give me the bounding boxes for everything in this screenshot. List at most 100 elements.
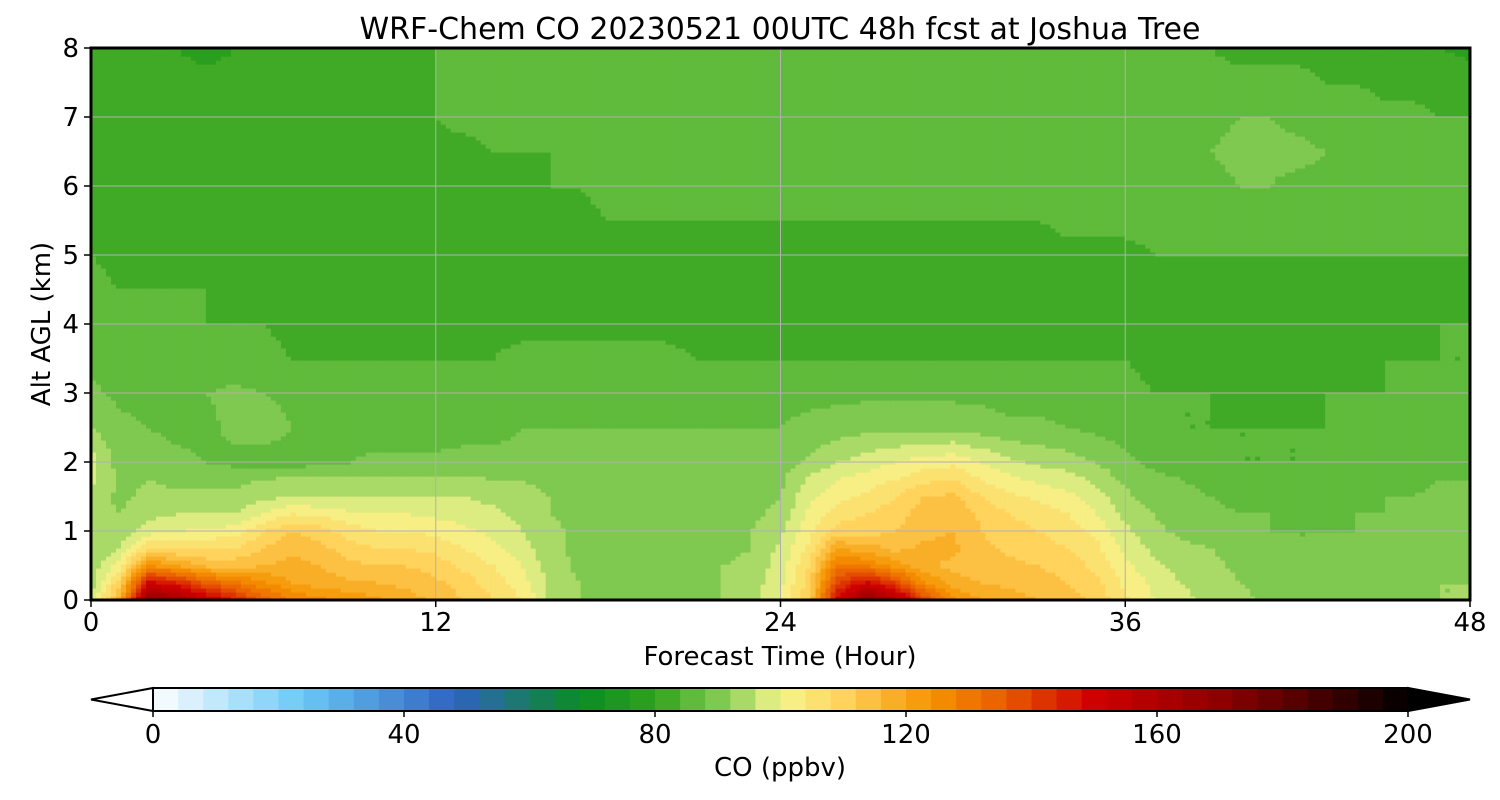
field-cell [316, 588, 322, 593]
field-cell [1380, 588, 1386, 593]
field-cell [751, 584, 757, 589]
field-cell [416, 584, 422, 589]
field-cell [1085, 584, 1091, 589]
field-cell [1070, 592, 1076, 597]
field-cell [1160, 592, 1166, 597]
field-cell [1320, 588, 1326, 593]
field-cell [915, 588, 921, 593]
field-cell [850, 584, 856, 589]
field-cell [1265, 592, 1271, 597]
field-cell [691, 584, 697, 589]
field-cell [116, 580, 122, 585]
field-cell [391, 588, 397, 593]
field-cell [1200, 584, 1206, 589]
field-cell [1275, 592, 1281, 597]
field-cell [721, 588, 727, 593]
field-cell [920, 592, 926, 597]
field-cell [960, 588, 966, 593]
field-cell [131, 584, 137, 589]
field-cell [211, 584, 217, 589]
field-cell [206, 588, 212, 593]
field-cell [686, 588, 692, 593]
field-cell [746, 584, 752, 589]
field-cell [531, 588, 537, 593]
field-cell [266, 584, 272, 589]
field-cell [1405, 584, 1411, 589]
field-cell [346, 592, 352, 597]
field-cell [1140, 588, 1146, 593]
field-cell [571, 592, 577, 597]
field-cell [985, 584, 991, 589]
field-cell [1375, 588, 1381, 593]
field-cell [131, 592, 137, 597]
field-cell [676, 592, 682, 597]
field-cell [1310, 588, 1316, 593]
field-cell [426, 592, 432, 597]
field-cell [1325, 588, 1331, 593]
field-cell [696, 592, 702, 597]
field-cell [571, 588, 577, 593]
field-cell [995, 592, 1001, 597]
field-cell [1335, 588, 1341, 593]
field-cell [506, 584, 512, 589]
field-cell [671, 592, 677, 597]
field-cell [965, 588, 971, 593]
field-cell [506, 588, 512, 593]
field-cell [1165, 588, 1171, 593]
field-cell [141, 588, 147, 593]
field-cell [481, 588, 487, 593]
field-cell [471, 584, 477, 589]
field-cell [186, 592, 192, 597]
field-cell [1055, 592, 1061, 597]
field-cell [1310, 592, 1316, 597]
field-cell [606, 584, 612, 589]
field-cell [306, 584, 312, 589]
field-cell [875, 588, 881, 593]
field-cell [386, 584, 392, 589]
field-cell [880, 588, 886, 593]
field-cell [341, 592, 347, 597]
field-cell [206, 592, 212, 597]
field-cell [111, 592, 117, 597]
field-cell [1195, 588, 1201, 593]
field-cell [900, 588, 906, 593]
field-cell [581, 592, 587, 597]
field-cell [1130, 592, 1136, 597]
field-cell [771, 584, 777, 589]
field-cell [101, 592, 107, 597]
field-cell [1385, 592, 1391, 597]
field-cell [676, 584, 682, 589]
field-cell [1315, 588, 1321, 593]
field-cell [736, 592, 742, 597]
field-cell [601, 588, 607, 593]
field-cell [1325, 592, 1331, 597]
field-cell [1320, 592, 1326, 597]
field-cell [606, 592, 612, 597]
field-cell [751, 588, 757, 593]
field-cell [541, 588, 547, 593]
field-cell [281, 592, 287, 597]
field-cell [456, 592, 462, 597]
field-cell [331, 584, 337, 589]
field-cell [1295, 592, 1301, 597]
field-cell [251, 584, 257, 589]
field-cell [501, 588, 507, 593]
field-cell [231, 588, 237, 593]
field-cell [1110, 588, 1116, 593]
field-cell [1335, 584, 1341, 589]
field-cell [1170, 588, 1176, 593]
field-cell [656, 592, 662, 597]
field-cell [1400, 584, 1406, 589]
field-cell [1040, 588, 1046, 593]
field-cell [736, 584, 742, 589]
field-cell [371, 592, 377, 597]
field-cell [731, 592, 737, 597]
field-cell [471, 592, 477, 597]
field-cell [96, 580, 102, 585]
field-cell [446, 588, 452, 593]
field-cell [281, 588, 287, 593]
field-cell [1380, 592, 1386, 597]
field-cell [721, 584, 727, 589]
field-cell [306, 592, 312, 597]
field-cell [1345, 584, 1351, 589]
